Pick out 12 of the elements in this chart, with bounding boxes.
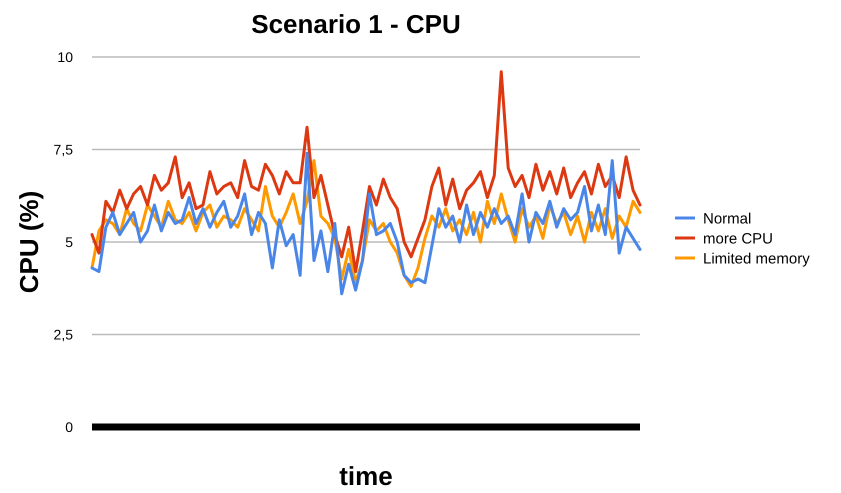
line-series xyxy=(90,70,642,274)
y-tick-label: 0 xyxy=(65,418,74,435)
chart-title: Scenario 1 - CPU xyxy=(251,9,461,39)
y-tick-label: 2,5 xyxy=(54,326,74,342)
legend-label: more CPU xyxy=(703,230,774,248)
legend-label: Normal xyxy=(703,210,752,228)
x-axis-title: time xyxy=(339,461,393,491)
legend-label: Limited memory xyxy=(703,250,810,268)
y-axis-title: CPU (%) xyxy=(14,190,44,294)
y-tick-label: 10 xyxy=(57,48,74,65)
y-tick-label: 7,5 xyxy=(54,141,74,158)
y-tick-label: 5 xyxy=(65,234,74,250)
